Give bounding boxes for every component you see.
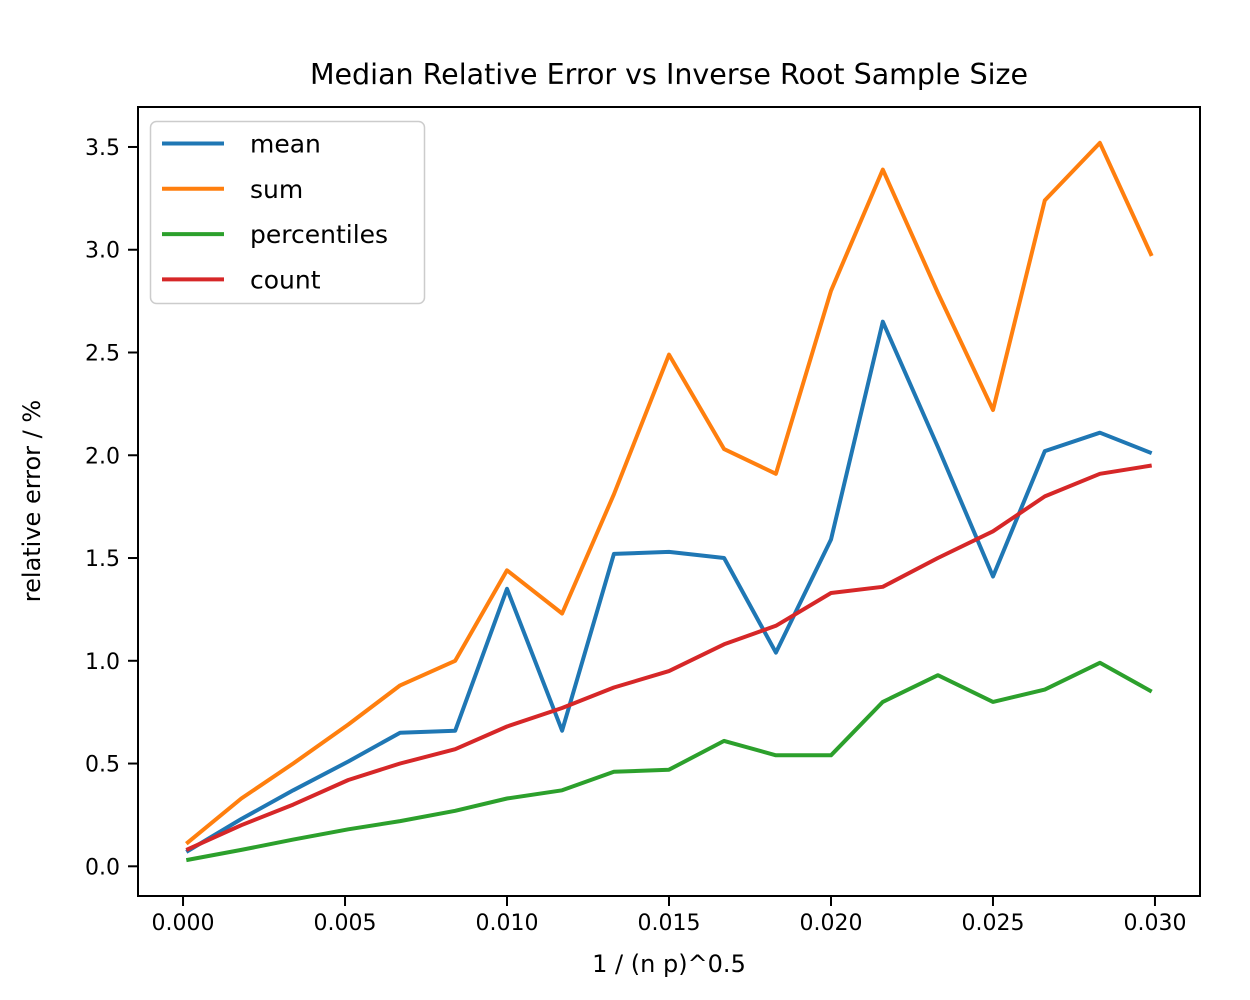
y-tick-label: 1.0 [85, 650, 120, 675]
axis-ticks: 0.000 0.005 0.010 0.015 0.020 0.025 0.030 0.0 0.… [85, 136, 1186, 936]
x-tick-label: 0.000 [152, 911, 215, 936]
series-line-count [185, 463, 1153, 852]
legend-label-sum: sum [250, 175, 303, 204]
y-tick-label: 3.5 [85, 136, 120, 161]
x-tick-label: 0.025 [961, 911, 1024, 936]
x-tick-label: 0.015 [638, 911, 701, 936]
x-axis-label: 1 / (n p)^0.5 [592, 950, 746, 978]
y-tick-label: 1.5 [85, 547, 120, 572]
legend-label-mean: mean [250, 130, 321, 159]
series-line-mean [185, 319, 1153, 854]
plot-border-spines [137, 106, 1201, 897]
series-line-sum [185, 140, 1154, 846]
y-axis-label: relative error / % [18, 400, 46, 602]
y-tick-label: 0.5 [85, 753, 120, 778]
y-tick-label: 3.0 [85, 239, 120, 264]
series-lines [185, 140, 1154, 863]
series-line-percentiles [185, 660, 1153, 863]
chart-title: Median Relative Error vs Inverse Root Sa… [310, 58, 1028, 91]
x-tick-label: 0.010 [476, 911, 539, 936]
legend-label-percentiles: percentiles [250, 220, 388, 249]
x-tick-label: 0.030 [1123, 911, 1186, 936]
legend-label-count: count [250, 265, 321, 294]
y-tick-label: 2.0 [85, 444, 120, 469]
y-tick-label: 0.0 [85, 855, 120, 880]
legend-box [149, 120, 426, 305]
legend: mean sum percentiles count [149, 120, 426, 305]
x-tick-label: 0.020 [799, 911, 862, 936]
x-tick-label: 0.005 [314, 911, 377, 936]
y-tick-label: 2.5 [85, 341, 120, 366]
